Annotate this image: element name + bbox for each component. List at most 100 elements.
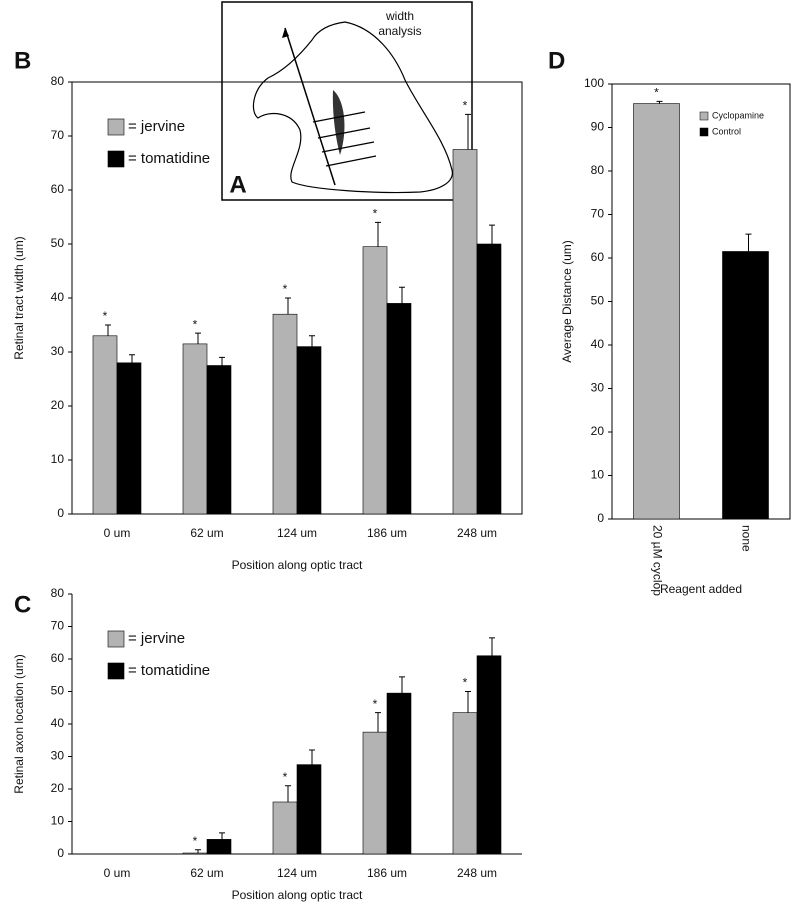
- error-bar: [285, 297, 291, 315]
- significance-marker: *: [193, 317, 198, 331]
- panel-label: B: [14, 47, 31, 74]
- y-axis-title: Retinal axon location (um): [12, 654, 26, 793]
- legend-label: = tomatidine: [128, 662, 210, 679]
- panel-label: C: [14, 591, 31, 618]
- y-tick-label: 10: [51, 814, 65, 828]
- legend-label: Cyclopamine: [712, 110, 764, 120]
- legend-swatch: [107, 118, 125, 136]
- bar: [452, 149, 478, 515]
- y-tick-label: 40: [51, 716, 65, 730]
- error-bar: [105, 324, 111, 336]
- error-bar: [375, 221, 381, 247]
- error-bar: [219, 356, 225, 366]
- y-tick-label: 20: [51, 781, 65, 795]
- y-tick-label: 20: [51, 398, 65, 412]
- y-tick-label: 30: [591, 381, 605, 395]
- y-tick-label: 80: [51, 74, 65, 88]
- y-axis-title: Retinal tract width (um): [12, 236, 26, 359]
- bar: [386, 303, 412, 515]
- x-tick-label: 124 um: [277, 526, 317, 540]
- y-tick-label: 40: [51, 290, 65, 304]
- tract-outline: [252, 21, 453, 194]
- y-tick-label: 60: [591, 250, 605, 264]
- significance-marker: *: [463, 676, 468, 690]
- error-bar: [129, 354, 135, 363]
- x-tick-label: 248 um: [457, 866, 497, 880]
- error-bar: [465, 113, 471, 150]
- bar: [452, 712, 478, 855]
- y-tick-label: 80: [591, 163, 605, 177]
- error-bar: [465, 691, 471, 713]
- x-axis-title: Position along optic tract: [232, 888, 363, 902]
- x-axis-title: Reagent added: [660, 582, 742, 596]
- x-tick-label: none: [739, 525, 753, 552]
- y-tick-label: 80: [51, 586, 65, 600]
- y-tick-label: 90: [591, 120, 605, 134]
- y-tick-label: 70: [591, 207, 605, 221]
- bar: [386, 692, 412, 855]
- bar: [362, 246, 388, 515]
- y-tick-label: 40: [591, 337, 605, 351]
- bar: [182, 343, 208, 515]
- x-tick-label: 20 µM cyclop: [650, 525, 664, 596]
- panel-a: width analysis A: [221, 1, 473, 201]
- significance-marker: *: [283, 770, 288, 784]
- legend-swatch: [699, 111, 709, 121]
- x-tick-label: 62 um: [190, 866, 223, 880]
- error-bar: [195, 332, 201, 344]
- error-bar: [656, 100, 663, 104]
- error-bar: [399, 676, 405, 694]
- panel-label: A: [229, 171, 246, 198]
- legend-label: = jervine: [128, 118, 185, 135]
- panel-frame: [221, 1, 473, 201]
- x-tick-label: 186 um: [367, 526, 407, 540]
- significance-marker: *: [463, 99, 468, 113]
- error-bar: [399, 286, 405, 304]
- legend-swatch: [699, 127, 709, 137]
- y-tick-label: 50: [591, 294, 605, 308]
- error-bar: [745, 233, 752, 252]
- significance-marker: *: [373, 207, 378, 221]
- error-bar: [375, 712, 381, 733]
- significance-marker: *: [193, 834, 198, 848]
- y-tick-label: 10: [591, 468, 605, 482]
- width-lines: [312, 111, 377, 167]
- y-tick-label: 70: [51, 128, 65, 142]
- error-bar: [195, 849, 201, 854]
- y-tick-label: 60: [51, 651, 65, 665]
- y-tick-label: 0: [57, 506, 64, 520]
- error-bar: [489, 224, 495, 244]
- y-tick-label: 50: [51, 684, 65, 698]
- panel-label: D: [548, 47, 565, 74]
- diagram-label: analysis: [378, 24, 421, 38]
- legend-label: = jervine: [128, 630, 185, 647]
- y-tick-label: 50: [51, 236, 65, 250]
- y-tick-label: 10: [51, 452, 65, 466]
- y-tick-label: 100: [584, 76, 604, 90]
- significance-marker: *: [373, 697, 378, 711]
- y-tick-label: 30: [51, 344, 65, 358]
- x-tick-label: 0 um: [104, 526, 131, 540]
- y-tick-label: 60: [51, 182, 65, 196]
- axon-bundle: [332, 90, 345, 155]
- diagram-label: width: [385, 9, 414, 23]
- significance-marker: *: [103, 309, 108, 323]
- bar: [476, 655, 502, 855]
- error-bar: [309, 335, 315, 347]
- y-tick-label: 30: [51, 749, 65, 763]
- legend-label: = tomatidine: [128, 150, 210, 167]
- x-tick-label: 186 um: [367, 866, 407, 880]
- x-axis-title: Position along optic tract: [232, 558, 363, 572]
- error-bar: [285, 785, 291, 802]
- y-axis-title: Average Distance (um): [560, 240, 574, 363]
- axis-arrow: [284, 27, 336, 186]
- significance-marker: *: [283, 282, 288, 296]
- legend-label: Control: [712, 126, 741, 136]
- bar: [206, 839, 232, 855]
- x-tick-label: 248 um: [457, 526, 497, 540]
- bar: [92, 335, 118, 515]
- bar: [272, 313, 298, 515]
- x-tick-label: 62 um: [190, 526, 223, 540]
- bar: [633, 103, 680, 520]
- legend-swatch: [107, 662, 125, 680]
